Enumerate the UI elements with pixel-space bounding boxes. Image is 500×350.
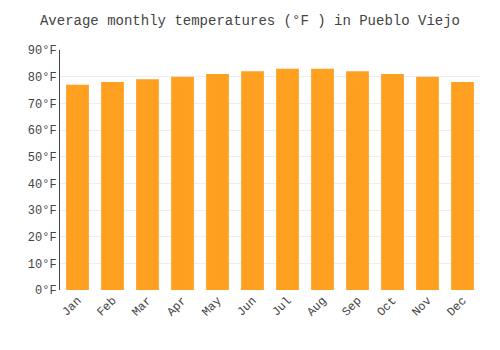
svg-text:Jan: Jan [59,294,84,319]
svg-text:May: May [199,294,224,319]
svg-text:Dec: Dec [444,294,469,319]
svg-text:40°F: 40°F [28,178,57,192]
svg-text:Nov: Nov [409,294,434,319]
svg-text:Aug: Aug [304,294,329,319]
svg-text:70°F: 70°F [28,98,57,112]
svg-text:30°F: 30°F [28,204,57,218]
svg-text:Sep: Sep [339,294,364,319]
svg-text:90°F: 90°F [28,44,57,58]
svg-text:Mar: Mar [129,294,154,319]
svg-text:0°F: 0°F [35,284,57,298]
svg-text:50°F: 50°F [28,151,57,165]
svg-text:10°F: 10°F [28,258,57,272]
svg-text:60°F: 60°F [28,124,57,138]
svg-text:Jul: Jul [269,294,294,319]
svg-text:Oct: Oct [374,294,399,319]
svg-text:Jun: Jun [234,294,259,319]
svg-text:Apr: Apr [164,294,189,319]
svg-text:80°F: 80°F [28,71,57,85]
svg-text:20°F: 20°F [28,231,57,245]
svg-text:Feb: Feb [94,294,119,319]
svg-text:Average monthly temperatures (: Average monthly temperatures (°F ) in Pu… [40,13,460,29]
